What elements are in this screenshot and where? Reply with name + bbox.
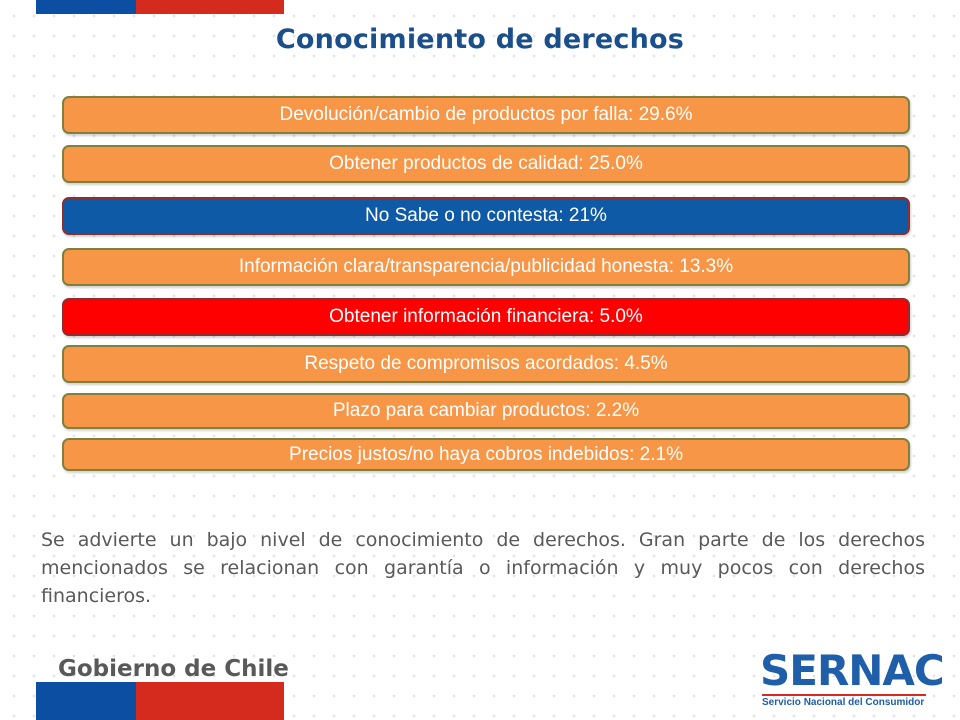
list-item-precios: Precios justos/no haya cobros indebidos:…: [62, 438, 910, 471]
gobierno-logo-text: Gobierno de Chile: [58, 656, 289, 682]
list-item-informacion-clara: Información clara/transparencia/publicid…: [62, 248, 910, 286]
sernac-logo-divider: [762, 694, 926, 696]
summary-paragraph: Se advierte un bajo nivel de conocimient…: [41, 529, 925, 607]
list-item-no-sabe: No Sabe o no contesta: 21%: [62, 197, 910, 235]
list-item-devolucion: Devolución/cambio de productos por falla…: [62, 96, 910, 134]
flag-blue-segment: [36, 682, 136, 720]
top-flag-stripe: [36, 0, 284, 14]
list-item-plazo: Plazo para cambiar productos: 2.2%: [62, 393, 910, 429]
flag-red-segment: [136, 0, 284, 14]
flag-blue-segment: [36, 0, 136, 14]
list-item-informacion-financiera: Obtener información financiera: 5.0%: [62, 298, 910, 336]
page-title: Conocimiento de derechos: [275, 24, 685, 55]
list-item-calidad: Obtener productos de calidad: 25.0%: [62, 145, 910, 183]
sernac-logo-word: SERNAC: [760, 646, 945, 695]
flag-red-segment: [136, 682, 284, 720]
list-item-compromisos: Respeto de compromisos acordados: 4.5%: [62, 345, 910, 383]
sernac-logo-subtitle: Servicio Nacional del Consumidor: [762, 697, 925, 708]
sernac-logo: SERNAC Servicio Nacional del Consumidor: [760, 648, 945, 710]
gobierno-logo-flag: [36, 682, 284, 720]
